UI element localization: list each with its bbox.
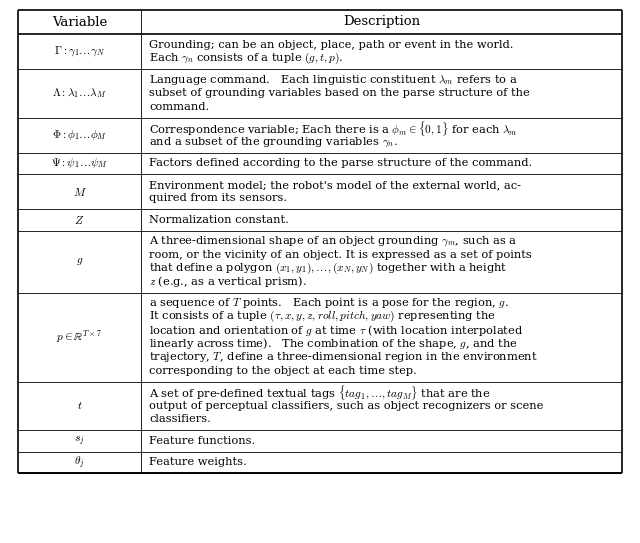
Text: A three-dimensional shape of an object grounding $\gamma_m$, such as a: A three-dimensional shape of an object g… bbox=[149, 235, 517, 248]
Text: Each $\gamma_n$ consists of a tuple $(g, t, p)$.: Each $\gamma_n$ consists of a tuple $(g,… bbox=[149, 50, 344, 66]
Text: Correspondence variable; Each there is a $\phi_m \in \{0, 1\}$ for each $\lambda: Correspondence variable; Each there is a… bbox=[149, 119, 518, 137]
Text: trajectory, $T$, define a three-dimensional region in the environment: trajectory, $T$, define a three-dimensio… bbox=[149, 350, 538, 364]
Text: quired from its sensors.: quired from its sensors. bbox=[149, 193, 287, 203]
Text: Description: Description bbox=[343, 16, 420, 28]
Text: $\theta_j$: $\theta_j$ bbox=[74, 454, 84, 471]
Text: subset of grounding variables based on the parse structure of the: subset of grounding variables based on t… bbox=[149, 89, 530, 98]
Text: $\Gamma : \gamma_1 \ldots \gamma_N$: $\Gamma : \gamma_1 \ldots \gamma_N$ bbox=[54, 45, 105, 59]
Text: Normalization constant.: Normalization constant. bbox=[149, 214, 289, 225]
Text: $\Lambda : \lambda_1 \ldots \lambda_M$: $\Lambda : \lambda_1 \ldots \lambda_M$ bbox=[52, 86, 107, 100]
Text: $\Phi : \phi_1 \ldots \phi_M$: $\Phi : \phi_1 \ldots \phi_M$ bbox=[52, 128, 107, 142]
Text: a sequence of $T$ points.   Each point is a pose for the region, $g$.: a sequence of $T$ points. Each point is … bbox=[149, 296, 509, 310]
Text: $g$: $g$ bbox=[76, 256, 83, 267]
Text: Feature functions.: Feature functions. bbox=[149, 435, 255, 446]
Text: room, or the vicinity of an object. It is expressed as a set of points: room, or the vicinity of an object. It i… bbox=[149, 250, 532, 260]
Text: Feature weights.: Feature weights. bbox=[149, 457, 247, 467]
Text: location and orientation of $g$ at time $\tau$ (with location interpolated: location and orientation of $g$ at time … bbox=[149, 323, 523, 338]
Text: $M$: $M$ bbox=[72, 186, 86, 198]
Text: and a subset of the grounding variables $\gamma_n$.: and a subset of the grounding variables … bbox=[149, 135, 398, 149]
Text: Environment model; the robot's model of the external world, ac-: Environment model; the robot's model of … bbox=[149, 180, 521, 190]
Text: output of perceptual classifiers, such as object recognizers or scene: output of perceptual classifiers, such a… bbox=[149, 401, 543, 411]
Text: linearly across time).   The combination of the shape, $g$, and the: linearly across time). The combination o… bbox=[149, 336, 518, 351]
Text: Variable: Variable bbox=[52, 16, 107, 28]
Text: Language command.   Each linguistic constituent $\lambda_m$ refers to a: Language command. Each linguistic consti… bbox=[149, 73, 518, 87]
Text: Factors defined according to the parse structure of the command.: Factors defined according to the parse s… bbox=[149, 158, 532, 168]
Text: $\Psi : \psi_1 \ldots \psi_M$: $\Psi : \psi_1 \ldots \psi_M$ bbox=[51, 156, 108, 171]
Text: that define a polygon $(x_1, y_1), \ldots, (x_N, y_N)$ together with a height: that define a polygon $(x_1, y_1), \ldot… bbox=[149, 261, 508, 276]
Text: $z$ (e.g., as a vertical prism).: $z$ (e.g., as a vertical prism). bbox=[149, 274, 307, 289]
Text: $s_j$: $s_j$ bbox=[74, 434, 84, 447]
Text: classifiers.: classifiers. bbox=[149, 414, 211, 424]
Text: $Z$: $Z$ bbox=[74, 214, 84, 226]
Text: A set of pre-defined textual tags $\{tag_1, \ldots, tag_M\}$ that are the: A set of pre-defined textual tags $\{tag… bbox=[149, 383, 490, 402]
Text: corresponding to the object at each time step.: corresponding to the object at each time… bbox=[149, 366, 417, 376]
Text: Grounding; can be an object, place, path or event in the world.: Grounding; can be an object, place, path… bbox=[149, 40, 513, 50]
Text: $p \in \mathbb{R}^{T \times 7}$: $p \in \mathbb{R}^{T \times 7}$ bbox=[56, 329, 102, 345]
Text: command.: command. bbox=[149, 102, 209, 112]
Text: It consists of a tuple $(\tau, x, y, z, roll, pitch, yaw)$ representing the: It consists of a tuple $(\tau, x, y, z, … bbox=[149, 309, 496, 324]
Text: $t$: $t$ bbox=[77, 400, 83, 411]
